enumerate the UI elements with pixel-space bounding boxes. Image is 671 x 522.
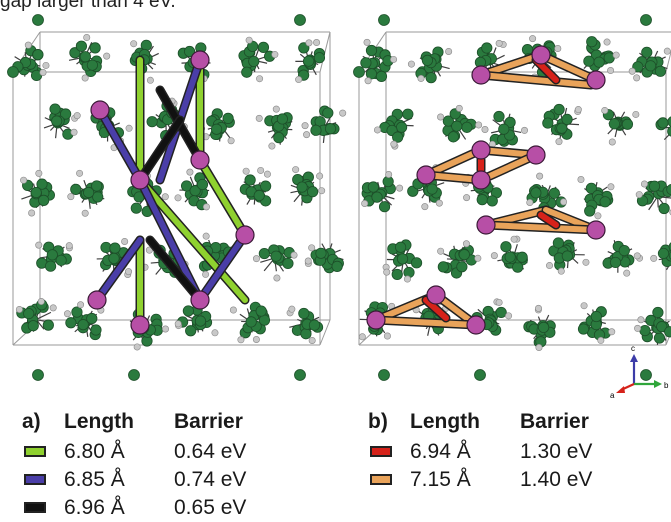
panel-a-length-header: Length <box>64 410 134 433</box>
panel-b-barrier-header: Barrier <box>520 410 589 433</box>
caption-fragment: gap larger than 4 eV. <box>0 0 176 12</box>
legend-swatch <box>370 474 392 485</box>
legend-length: 6.96 Å <box>64 496 125 519</box>
carbon-clusters <box>7 14 347 381</box>
legend-swatch <box>370 446 392 457</box>
legend-swatch <box>24 502 46 513</box>
legend-barrier: 1.30 eV <box>520 440 593 463</box>
panel-a-letter: a) <box>22 410 41 433</box>
axis-a-label: a <box>610 391 615 400</box>
hopping-paths <box>92 55 250 330</box>
legend-length: 7.15 Å <box>410 468 471 491</box>
legend-panel-a: a) Length Barrier 6.80 Å 0.64 eV 6.85 Å … <box>22 410 322 520</box>
panel-b-structure <box>353 14 671 381</box>
axis-b-label: b <box>664 381 669 390</box>
axis-c-label: c <box>631 344 635 353</box>
panel-a-barrier-header: Barrier <box>174 410 243 433</box>
legend-panel-b: b) Length Barrier 6.94 Å 1.30 eV 7.15 Å … <box>368 410 668 491</box>
legend-barrier: 1.40 eV <box>520 468 593 491</box>
legend-length: 6.80 Å <box>64 440 125 463</box>
panel-a-structure <box>7 14 347 381</box>
legend-barrier: 0.74 eV <box>174 468 247 491</box>
legend-barrier: 0.65 eV <box>174 496 247 519</box>
metal-sites <box>366 45 606 335</box>
unit-cell-box <box>12 31 331 346</box>
legend-length: 6.94 Å <box>410 440 471 463</box>
legend-swatch <box>24 474 46 485</box>
legend-swatch <box>24 446 46 457</box>
panel-b-length-header: Length <box>410 410 480 433</box>
legend-length: 6.85 Å <box>64 468 125 491</box>
metal-sites <box>87 50 255 335</box>
legend-barrier: 0.64 eV <box>174 440 247 463</box>
axes-triad: c b a <box>610 344 669 400</box>
panel-b-letter: b) <box>368 410 388 433</box>
